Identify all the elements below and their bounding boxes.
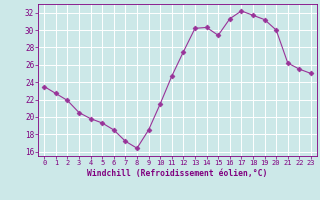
X-axis label: Windchill (Refroidissement éolien,°C): Windchill (Refroidissement éolien,°C) xyxy=(87,169,268,178)
